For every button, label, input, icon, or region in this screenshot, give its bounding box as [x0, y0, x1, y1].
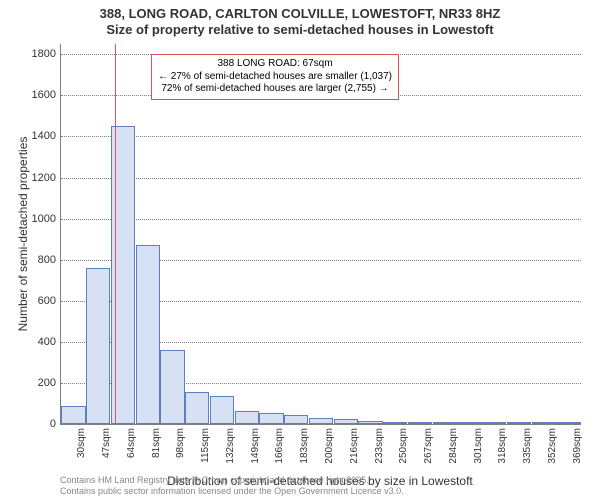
histogram-bar	[408, 422, 432, 424]
x-tick-label: 132sqm	[225, 428, 236, 464]
y-tick-label: 1600	[16, 89, 56, 101]
histogram-bar	[433, 422, 457, 424]
histogram-bar	[136, 245, 160, 424]
histogram-bar	[383, 422, 407, 424]
x-tick-label: 200sqm	[324, 428, 335, 464]
chart-container: 388, LONG ROAD, CARLTON COLVILLE, LOWEST…	[0, 0, 600, 500]
x-tick-label: 284sqm	[448, 428, 459, 464]
histogram-bar	[259, 413, 283, 424]
x-tick-label: 250sqm	[398, 428, 409, 464]
y-tick-label: 0	[16, 418, 56, 430]
footer-line-2: Contains public sector information licen…	[60, 486, 404, 497]
y-tick-label: 1400	[16, 130, 56, 142]
footer-note: Contains HM Land Registry data © Crown c…	[60, 475, 404, 497]
x-tick-label: 81sqm	[151, 428, 162, 458]
histogram-bar	[284, 415, 308, 424]
annotation-line: 388 LONG ROAD: 67sqm	[158, 58, 392, 71]
x-tick-label: 30sqm	[76, 428, 87, 458]
x-tick-label: 216sqm	[349, 428, 360, 464]
annotation-line: 72% of semi-detached houses are larger (…	[158, 83, 392, 96]
x-tick-label: 335sqm	[522, 428, 533, 464]
x-tick-label: 47sqm	[101, 428, 112, 458]
x-tick-label: 64sqm	[126, 428, 137, 458]
histogram-bar	[86, 268, 110, 424]
grid-line	[61, 219, 581, 220]
histogram-bar	[507, 422, 531, 424]
x-tick-label: 233sqm	[374, 428, 385, 464]
x-tick-label: 301sqm	[473, 428, 484, 464]
y-tick-label: 800	[16, 254, 56, 266]
annotation-box: 388 LONG ROAD: 67sqm← 27% of semi-detach…	[151, 54, 399, 100]
histogram-bar	[334, 419, 358, 424]
histogram-bar	[532, 422, 556, 424]
histogram-bar	[185, 392, 209, 424]
x-tick-label: 98sqm	[175, 428, 186, 458]
chart-area: 388 LONG ROAD: 67sqm← 27% of semi-detach…	[60, 44, 580, 424]
x-tick-label: 166sqm	[274, 428, 285, 464]
x-tick-label: 183sqm	[299, 428, 310, 464]
grid-line	[61, 136, 581, 137]
histogram-bar	[235, 411, 259, 424]
y-tick-label: 200	[16, 377, 56, 389]
y-tick-label: 1000	[16, 213, 56, 225]
x-tick-label: 115sqm	[200, 428, 211, 463]
histogram-bar	[457, 422, 481, 424]
title-line-1: 388, LONG ROAD, CARLTON COLVILLE, LOWEST…	[0, 6, 600, 22]
annotation-line: ← 27% of semi-detached houses are smalle…	[158, 71, 392, 84]
y-tick-label: 1200	[16, 172, 56, 184]
histogram-bar	[358, 421, 382, 424]
grid-line	[61, 424, 581, 425]
histogram-bar	[556, 422, 580, 424]
y-tick-label: 600	[16, 295, 56, 307]
footer-line-1: Contains HM Land Registry data © Crown c…	[60, 475, 404, 486]
histogram-bar	[210, 396, 234, 424]
x-tick-label: 352sqm	[547, 428, 558, 464]
title-line-2: Size of property relative to semi-detach…	[0, 22, 600, 38]
plot-region: 388 LONG ROAD: 67sqm← 27% of semi-detach…	[60, 44, 581, 425]
title-block: 388, LONG ROAD, CARLTON COLVILLE, LOWEST…	[0, 0, 600, 37]
histogram-bar	[482, 422, 506, 424]
x-tick-label: 318sqm	[497, 428, 508, 464]
y-tick-label: 400	[16, 336, 56, 348]
x-tick-label: 149sqm	[250, 428, 261, 464]
histogram-bar	[309, 418, 333, 424]
x-tick-label: 267sqm	[423, 428, 434, 464]
indicator-line	[115, 44, 116, 424]
histogram-bar	[61, 406, 85, 424]
x-tick-label: 369sqm	[572, 428, 583, 464]
y-tick-label: 1800	[16, 48, 56, 60]
grid-line	[61, 178, 581, 179]
histogram-bar	[160, 350, 184, 424]
